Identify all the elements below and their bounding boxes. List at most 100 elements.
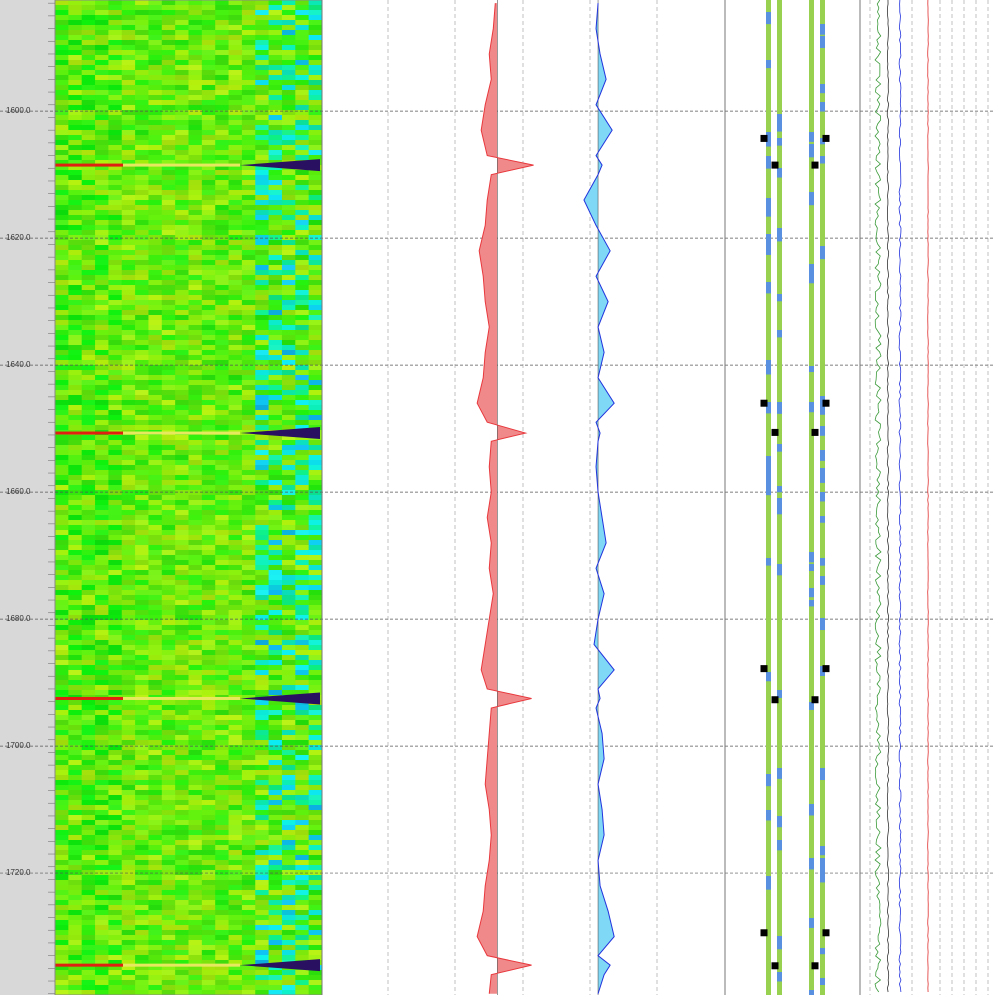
image-cell bbox=[188, 505, 203, 511]
image-cell bbox=[201, 490, 216, 496]
image-cell bbox=[81, 700, 96, 706]
image-cell bbox=[68, 195, 83, 201]
image-cell bbox=[108, 115, 123, 121]
image-cell bbox=[135, 380, 149, 386]
image-cell bbox=[161, 350, 176, 356]
image-cell bbox=[68, 10, 83, 16]
image-cell bbox=[188, 230, 203, 236]
image-cell bbox=[148, 45, 163, 51]
image-cell bbox=[148, 80, 163, 86]
image-cell bbox=[175, 615, 189, 621]
image-cell bbox=[241, 395, 256, 401]
image-cell bbox=[55, 690, 69, 696]
image-cell bbox=[108, 300, 123, 306]
image-cell bbox=[175, 835, 189, 841]
image-cell bbox=[68, 610, 83, 616]
image-cell bbox=[268, 195, 283, 201]
image-cell bbox=[108, 265, 123, 271]
image-cell bbox=[161, 680, 176, 686]
image-cell bbox=[68, 105, 83, 111]
image-cell bbox=[241, 160, 256, 166]
image-cell bbox=[241, 950, 256, 956]
image-cell bbox=[81, 15, 96, 21]
image-cell bbox=[81, 225, 96, 231]
image-cell bbox=[175, 260, 189, 266]
flag-seg bbox=[809, 276, 814, 284]
flag-seg bbox=[766, 366, 771, 375]
image-cell bbox=[295, 680, 310, 686]
image-cell bbox=[268, 880, 283, 886]
image-cell bbox=[175, 420, 189, 426]
image-cell bbox=[121, 5, 136, 11]
image-cell bbox=[68, 510, 83, 516]
image-cell bbox=[175, 150, 189, 156]
image-cell bbox=[255, 825, 270, 831]
image-cell bbox=[175, 845, 189, 851]
image-cell bbox=[68, 35, 83, 41]
image-cell bbox=[295, 170, 310, 176]
image-cell bbox=[108, 445, 123, 451]
image-cell bbox=[108, 415, 123, 421]
image-cell bbox=[148, 860, 163, 866]
image-cell bbox=[215, 615, 230, 621]
image-cell bbox=[241, 825, 256, 831]
image-cell bbox=[175, 690, 189, 696]
image-cell bbox=[108, 335, 123, 341]
image-cell bbox=[161, 720, 176, 726]
image-cell bbox=[148, 530, 163, 536]
image-cell bbox=[121, 310, 136, 316]
image-cell bbox=[121, 540, 136, 546]
image-cell bbox=[175, 435, 189, 441]
image-cell bbox=[81, 565, 96, 571]
image-cell bbox=[135, 85, 149, 91]
image-cell bbox=[161, 150, 176, 156]
image-cell bbox=[108, 650, 123, 656]
image-cell bbox=[295, 860, 310, 866]
image-cell bbox=[255, 300, 270, 306]
image-cell bbox=[268, 990, 283, 995]
image-cell bbox=[268, 750, 283, 756]
image-cell bbox=[121, 50, 136, 56]
image-cell bbox=[281, 310, 296, 316]
image-cell bbox=[241, 845, 256, 851]
image-cell bbox=[148, 535, 163, 541]
image-cell bbox=[95, 540, 109, 546]
image-cell bbox=[295, 15, 310, 21]
image-cell bbox=[95, 915, 109, 921]
image-cell bbox=[95, 700, 109, 706]
image-cell bbox=[241, 915, 256, 921]
image-cell bbox=[95, 775, 109, 781]
image-cell bbox=[308, 770, 323, 776]
image-cell bbox=[95, 355, 109, 361]
image-cell bbox=[201, 475, 216, 481]
image-cell bbox=[295, 65, 310, 71]
image-cell bbox=[108, 65, 123, 71]
image-cell bbox=[255, 780, 270, 786]
image-cell bbox=[55, 510, 69, 516]
image-cell bbox=[268, 765, 283, 771]
image-cell bbox=[108, 990, 123, 995]
image-cell bbox=[55, 565, 69, 571]
image-cell bbox=[95, 330, 109, 336]
image-cell bbox=[188, 195, 203, 201]
image-cell bbox=[308, 570, 323, 576]
image-cell bbox=[188, 930, 203, 936]
image-cell bbox=[241, 95, 256, 101]
image-cell bbox=[108, 925, 123, 931]
image-cell bbox=[95, 825, 109, 831]
image-cell bbox=[148, 70, 163, 76]
image-cell bbox=[255, 830, 270, 836]
image-cell bbox=[108, 420, 123, 426]
image-cell bbox=[121, 90, 136, 96]
image-cell bbox=[308, 775, 323, 781]
image-cell bbox=[81, 90, 96, 96]
image-cell bbox=[228, 400, 243, 406]
image-cell bbox=[295, 30, 310, 36]
image-cell bbox=[135, 150, 149, 156]
image-cell bbox=[295, 270, 310, 276]
image-cell bbox=[268, 400, 283, 406]
image-cell bbox=[108, 55, 123, 61]
image-cell bbox=[108, 480, 123, 486]
image-cell bbox=[201, 825, 216, 831]
image-cell bbox=[108, 370, 123, 376]
